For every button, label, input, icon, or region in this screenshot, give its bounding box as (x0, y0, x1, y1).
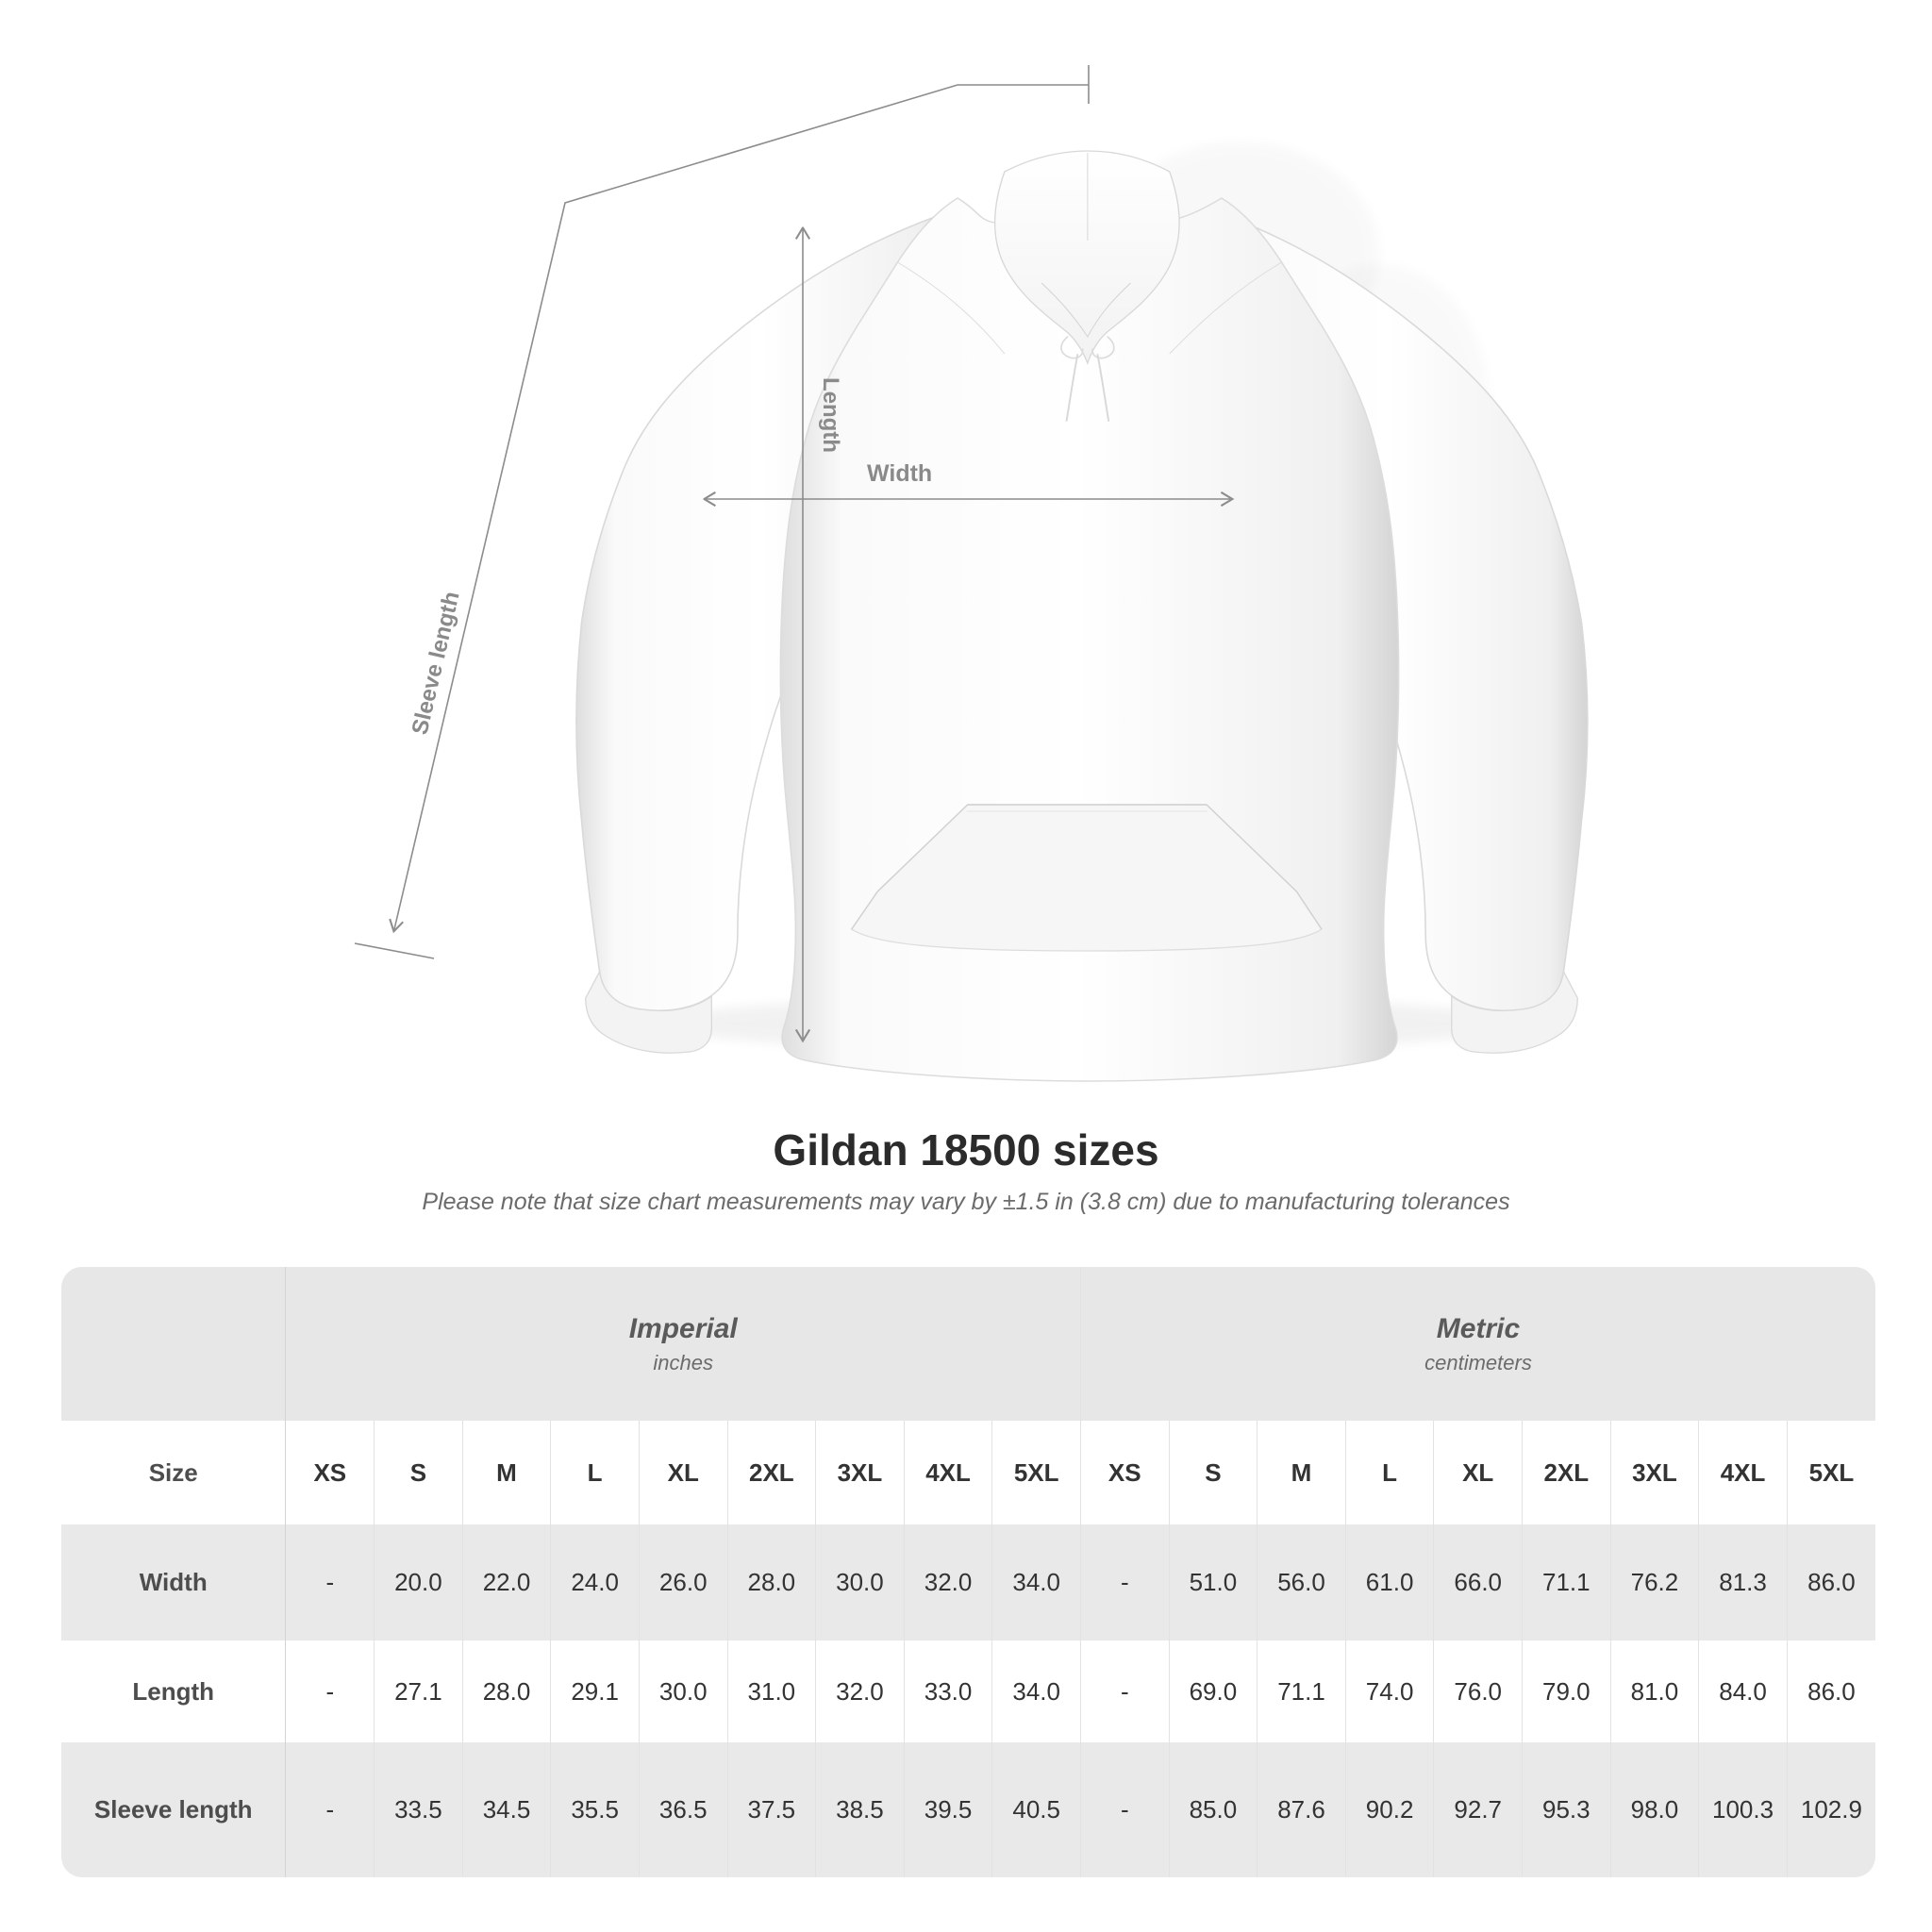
svg-text:Length: Length (818, 377, 843, 453)
svg-text:Width: Width (867, 460, 932, 487)
